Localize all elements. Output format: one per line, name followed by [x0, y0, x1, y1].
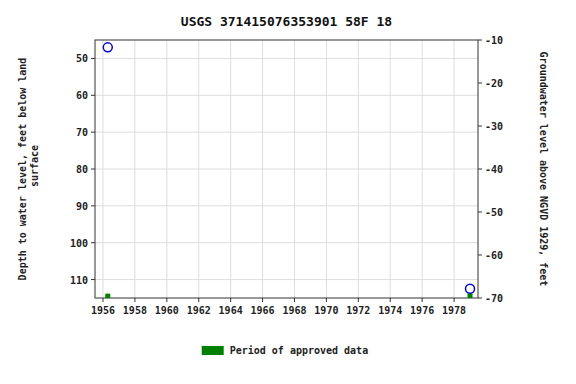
y2-axis-label: Groundwater level above NGVD 1929, feet: [538, 52, 549, 287]
series: [105, 294, 472, 298]
y2-tick-label: -20: [485, 78, 503, 89]
x-tick: [454, 298, 455, 302]
y-tick: [91, 95, 95, 96]
x-tick-label: 1962: [187, 305, 211, 316]
x-tick: [294, 298, 295, 302]
y2-tick: [478, 126, 482, 127]
y-tick-label: 50: [76, 53, 88, 64]
x-tick-label: 1968: [282, 305, 306, 316]
x-tick-label: 1970: [314, 305, 338, 316]
y-axis-label-line: surface: [29, 145, 40, 193]
y-grid-line: [95, 58, 478, 59]
y2-tick-label: -60: [485, 250, 503, 261]
y2-tick: [478, 255, 482, 256]
y-tick: [91, 169, 95, 170]
x-tick: [230, 298, 231, 302]
y-tick: [91, 58, 95, 59]
plot-frame: [95, 40, 478, 298]
x-tick: [326, 298, 327, 302]
grid: [95, 40, 478, 298]
y2-tick: [478, 169, 482, 170]
y-grid-line: [95, 95, 478, 96]
y-tick: [91, 279, 95, 280]
y-grid-line: [95, 169, 478, 170]
legend-label: Period of approved data: [230, 345, 368, 356]
y2-tick: [478, 212, 482, 213]
circle-point: [466, 284, 475, 293]
x-tick-label: 1964: [219, 305, 243, 316]
x-tick-label: 1960: [155, 305, 179, 316]
y2-tick: [478, 83, 482, 84]
x-tick-label: 1956: [91, 305, 115, 316]
y-tick: [91, 205, 95, 206]
x-tick-label: 1972: [346, 305, 370, 316]
legend-swatch: [202, 346, 224, 355]
x-tick-label: 1976: [410, 305, 434, 316]
y2-tick: [478, 298, 482, 299]
y2-tick-label: -70: [485, 293, 503, 304]
y-grid-line: [95, 279, 478, 280]
y-tick-label: 90: [76, 201, 88, 212]
y-axis-label-line: Depth to water level, feet below land: [17, 58, 28, 281]
chart: 1956 1958 1960 1962 1964 1966 1968 1970 1972 1974…: [0, 0, 576, 384]
series: [103, 43, 474, 293]
x-tick: [422, 298, 423, 302]
square-point: [468, 294, 473, 298]
x-tick-label: 1978: [442, 305, 466, 316]
x-tick: [358, 298, 359, 302]
y-grid-line: [95, 242, 478, 243]
square-point: [105, 294, 110, 298]
y2-tick: [478, 40, 482, 41]
y2-tick-label: -30: [485, 121, 503, 132]
y2-tick-label: -40: [485, 164, 503, 175]
marks: [103, 43, 474, 298]
y-axis: 50 60 70 80 90 100 110: [70, 53, 95, 285]
x-tick-label: 1966: [251, 305, 275, 316]
y2-tick-label: -50: [485, 207, 503, 218]
y-tick-label: 100: [70, 238, 88, 249]
x-tick: [134, 298, 135, 302]
x-tick: [262, 298, 263, 302]
y-tick: [91, 132, 95, 133]
x-tick: [198, 298, 199, 302]
x-tick-label: 1974: [378, 305, 402, 316]
y-axis-label: Depth to water level, feet below land su…: [17, 58, 40, 281]
y2-tick-label: -10: [485, 35, 503, 46]
background: [0, 0, 576, 384]
legend: Period of approved data: [202, 345, 368, 356]
title: USGS 371415076353901 58F 18: [181, 14, 392, 29]
x-tick: [166, 298, 167, 302]
y-tick: [91, 242, 95, 243]
x-tick: [390, 298, 391, 302]
y-tick-label: 60: [76, 90, 88, 101]
y-grid-line: [95, 132, 478, 133]
circle-point: [103, 43, 112, 52]
y-grid-line: [95, 205, 478, 206]
y-tick-label: 80: [76, 164, 88, 175]
x-axis: 1956 1958 1960 1962 1964 1966 1968 1970 1972 1974…: [91, 298, 466, 316]
x-tick-label: 1958: [123, 305, 147, 316]
y-tick-label: 110: [70, 275, 88, 286]
y2-axis: -10 -20 -30 -40 -50 -60 -70: [478, 35, 503, 304]
x-tick: [102, 298, 103, 302]
y-tick-label: 70: [76, 127, 88, 138]
